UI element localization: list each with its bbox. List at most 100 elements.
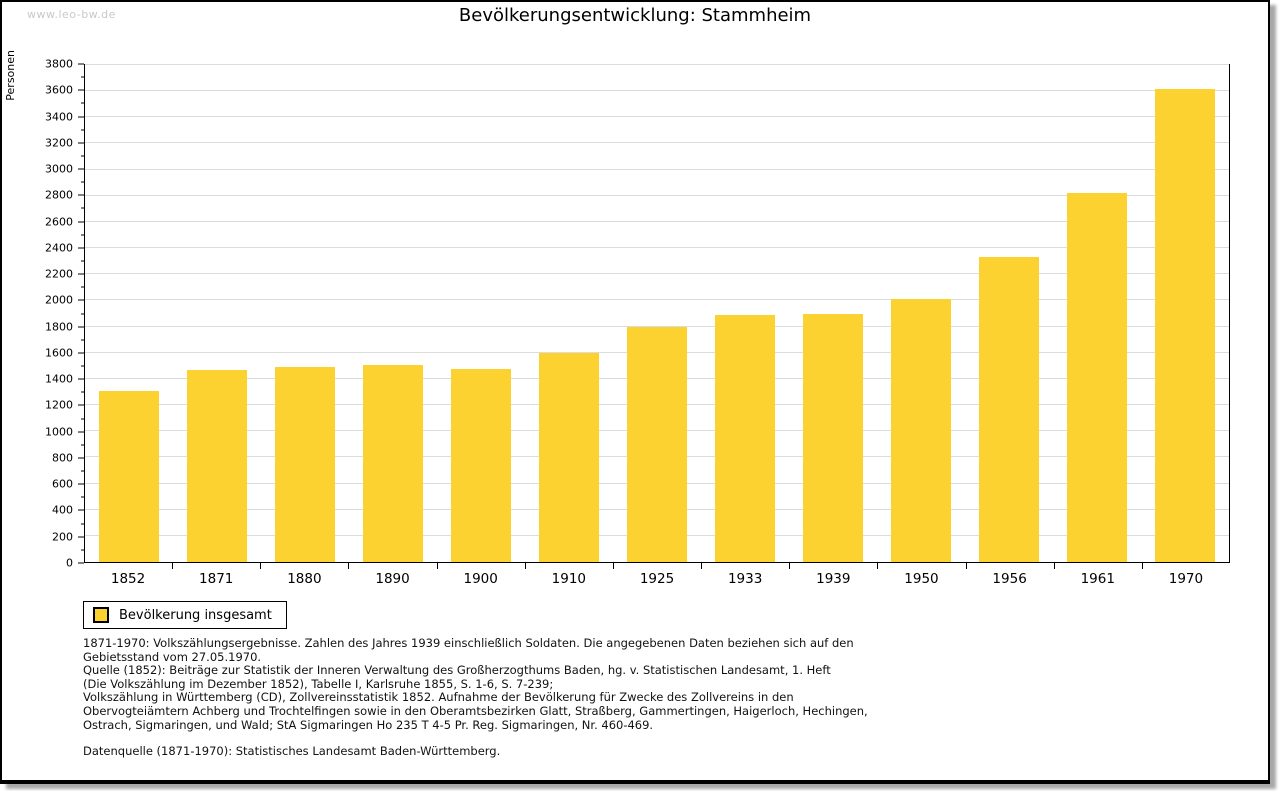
- y-tick-label-600: 600: [52, 477, 73, 491]
- y-minor-tick: [81, 234, 84, 236]
- y-major-tick: [78, 431, 84, 433]
- x-tick: [524, 563, 526, 569]
- y-major-tick: [78, 457, 84, 459]
- y-minor-tick: [81, 260, 84, 262]
- footnotes: 1871-1970: Volkszählungsergebnisse. Zahl…: [83, 636, 1183, 759]
- y-major-tick: [78, 273, 84, 275]
- y-tick-label-1200: 1200: [45, 398, 73, 412]
- x-tick-label-1880: 1880: [287, 571, 322, 587]
- gridline-3200: [85, 142, 1229, 144]
- bar-1933: [714, 314, 776, 562]
- x-tick: [789, 563, 791, 569]
- y-major-tick: [78, 247, 84, 249]
- y-minor-tick: [81, 76, 84, 78]
- gridline-3000: [85, 168, 1229, 170]
- bar-1956: [978, 256, 1040, 562]
- x-tick-label-1970: 1970: [1168, 571, 1204, 587]
- gridline-2600: [85, 220, 1229, 222]
- x-tick-label-1956: 1956: [992, 571, 1027, 587]
- footnote-line: Volkszählung in Württemberg (CD), Zollve…: [83, 690, 794, 705]
- y-major-tick: [78, 116, 84, 118]
- legend-label: Bevölkerung insgesamt: [119, 607, 272, 623]
- y-tick-label-0: 0: [66, 556, 73, 570]
- x-tick: [701, 563, 703, 569]
- x-tick-label-1910: 1910: [551, 571, 587, 587]
- y-tick-label-2200: 2200: [45, 267, 73, 281]
- x-tick: [1053, 563, 1055, 569]
- watermark: www.leo-bw.de: [27, 8, 116, 21]
- x-tick: [348, 563, 350, 569]
- footnote-line: 1871-1970: Volkszählungsergebnisse. Zahl…: [83, 636, 854, 650]
- x-tick: [260, 563, 262, 569]
- y-minor-tick: [81, 313, 84, 314]
- gridline-2800: [85, 194, 1229, 196]
- footnote-line: Ostrach, Sigmaringen, und Wald; StA Sigm…: [83, 717, 654, 732]
- footnote-line: Quelle (1852): Beiträge zur Statistik de…: [83, 663, 831, 678]
- bar-1939: [802, 313, 864, 562]
- plot-area: [84, 64, 1230, 563]
- y-major-tick: [78, 63, 84, 65]
- y-major-tick: [78, 221, 84, 223]
- y-minor-tick: [81, 365, 84, 367]
- y-minor-tick: [81, 129, 84, 131]
- y-minor-tick: [81, 286, 84, 288]
- y-minor-tick: [81, 523, 84, 525]
- y-tick-label-3800: 3800: [45, 57, 73, 71]
- y-minor-tick: [81, 470, 84, 472]
- x-tick-label-1933: 1933: [727, 571, 763, 587]
- y-major-tick: [78, 89, 84, 91]
- y-major-tick: [78, 483, 84, 485]
- y-tick-label-3200: 3200: [45, 136, 73, 150]
- y-minor-tick: [81, 496, 84, 498]
- y-major-tick: [78, 299, 84, 301]
- gridline-3600: [85, 90, 1229, 92]
- x-tick-label-1900: 1900: [463, 571, 498, 587]
- gridline-1800: [85, 325, 1229, 327]
- y-tick-label-1600: 1600: [45, 346, 73, 360]
- x-tick-label-1925: 1925: [639, 571, 675, 587]
- gridline-2000: [85, 299, 1229, 301]
- y-minor-tick: [81, 444, 84, 446]
- x-tick: [965, 563, 967, 569]
- gridline-3400: [85, 116, 1229, 118]
- y-major-tick: [78, 562, 84, 564]
- bar-1900: [450, 369, 512, 562]
- footnote-line: (Die Volkszählung im Dezember 1852), Tab…: [83, 676, 554, 691]
- y-major-tick: [78, 326, 84, 328]
- y-tick-label-2400: 2400: [45, 241, 73, 255]
- y-minor-tick: [81, 549, 84, 551]
- footnote-line: Gebietsstand vom 27.05.1970.: [83, 649, 262, 664]
- y-tick-label-2600: 2600: [45, 215, 73, 229]
- y-major-tick: [78, 509, 84, 511]
- x-tick-label-1939: 1939: [816, 571, 851, 587]
- x-tick: [1141, 563, 1143, 569]
- y-major-tick: [78, 404, 84, 406]
- y-tick-label-1400: 1400: [45, 372, 73, 386]
- y-minor-tick: [81, 207, 84, 209]
- y-tick-label-200: 200: [52, 530, 73, 544]
- y-tick-label-1800: 1800: [45, 320, 73, 334]
- gridline-3800: [85, 64, 1229, 65]
- y-tick-label-400: 400: [52, 503, 73, 517]
- footnote-line: Obervogteiämtern Achberg und Trochtelfin…: [83, 703, 868, 718]
- bar-1950: [890, 299, 952, 562]
- datenquelle: Datenquelle (1871-1970): Statistisches L…: [83, 744, 501, 759]
- y-minor-tick: [81, 339, 84, 341]
- chart-title: Bevölkerungsentwicklung: Stammheim: [458, 5, 812, 26]
- x-tick: [172, 563, 174, 569]
- x-tick: [612, 563, 614, 569]
- bar-1925: [626, 326, 688, 562]
- y-tick-label-3400: 3400: [45, 110, 73, 124]
- y-minor-tick: [81, 102, 84, 104]
- bar-1880: [274, 367, 336, 562]
- y-tick-label-2800: 2800: [45, 188, 73, 202]
- x-tick-label-1950: 1950: [904, 571, 939, 587]
- gridline-2200: [85, 273, 1229, 275]
- y-tick-label-1000: 1000: [45, 425, 73, 439]
- legend-swatch: [93, 607, 109, 623]
- x-tick-label-1871: 1871: [199, 571, 234, 587]
- legend: Bevölkerung insgesamt: [83, 601, 287, 629]
- y-major-tick: [78, 378, 84, 380]
- y-major-tick: [78, 168, 84, 170]
